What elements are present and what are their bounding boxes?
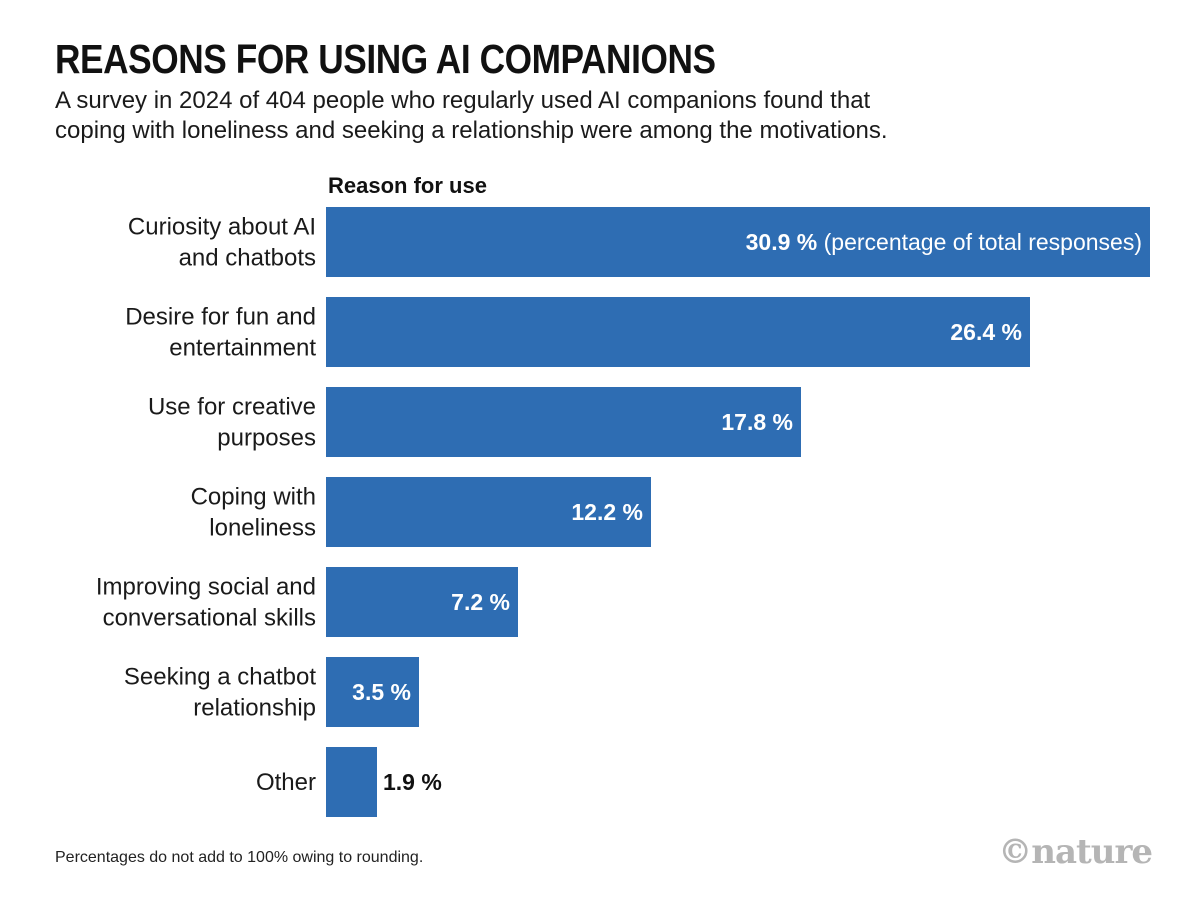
subtitle-line-2: coping with loneliness and seeking a rel… (55, 117, 888, 144)
value-label-7: 1.9 % (383, 769, 442, 795)
category-label-4: Coping with loneliness (191, 484, 316, 542)
value-label-1: 30.9 % (percentage of total responses) (746, 229, 1142, 255)
category-label-3: Use for creative purposes (148, 394, 316, 452)
bar-3 (326, 387, 801, 457)
category-label-6: Seeking a chatbot relationship (124, 664, 316, 722)
category-label-1: Curiosity about AI and chatbots (128, 214, 316, 272)
category-label-2: Desire for fun and entertainment (125, 304, 316, 362)
footnote: Percentages do not add to 100% owing to … (55, 849, 424, 866)
bar-5 (326, 567, 518, 637)
chart-title: REASONS FOR USING AI COMPANIONS (55, 36, 716, 82)
bar-7 (326, 747, 377, 817)
category-label-7: Other (256, 769, 316, 796)
bar-1 (326, 207, 1150, 277)
bar-4 (326, 477, 651, 547)
chart-subtitle: A survey in 2024 of 404 people who regul… (55, 86, 1165, 146)
value-label-2: 26.4 % (950, 319, 1022, 345)
value-label-3: 17.8 % (721, 409, 793, 435)
nature-logo: ©nature (998, 832, 1153, 872)
axis-title: Reason for use (328, 173, 487, 198)
bar-2 (326, 297, 1030, 367)
value-label-5: 7.2 % (451, 589, 510, 615)
bar-6 (326, 657, 419, 727)
subtitle-line-1: A survey in 2024 of 404 people who regul… (55, 87, 871, 114)
value-label-4: 12.2 % (571, 499, 643, 525)
value-label-6: 3.5 % (352, 679, 411, 705)
category-label-5: Improving social and conversational skill… (96, 574, 316, 632)
